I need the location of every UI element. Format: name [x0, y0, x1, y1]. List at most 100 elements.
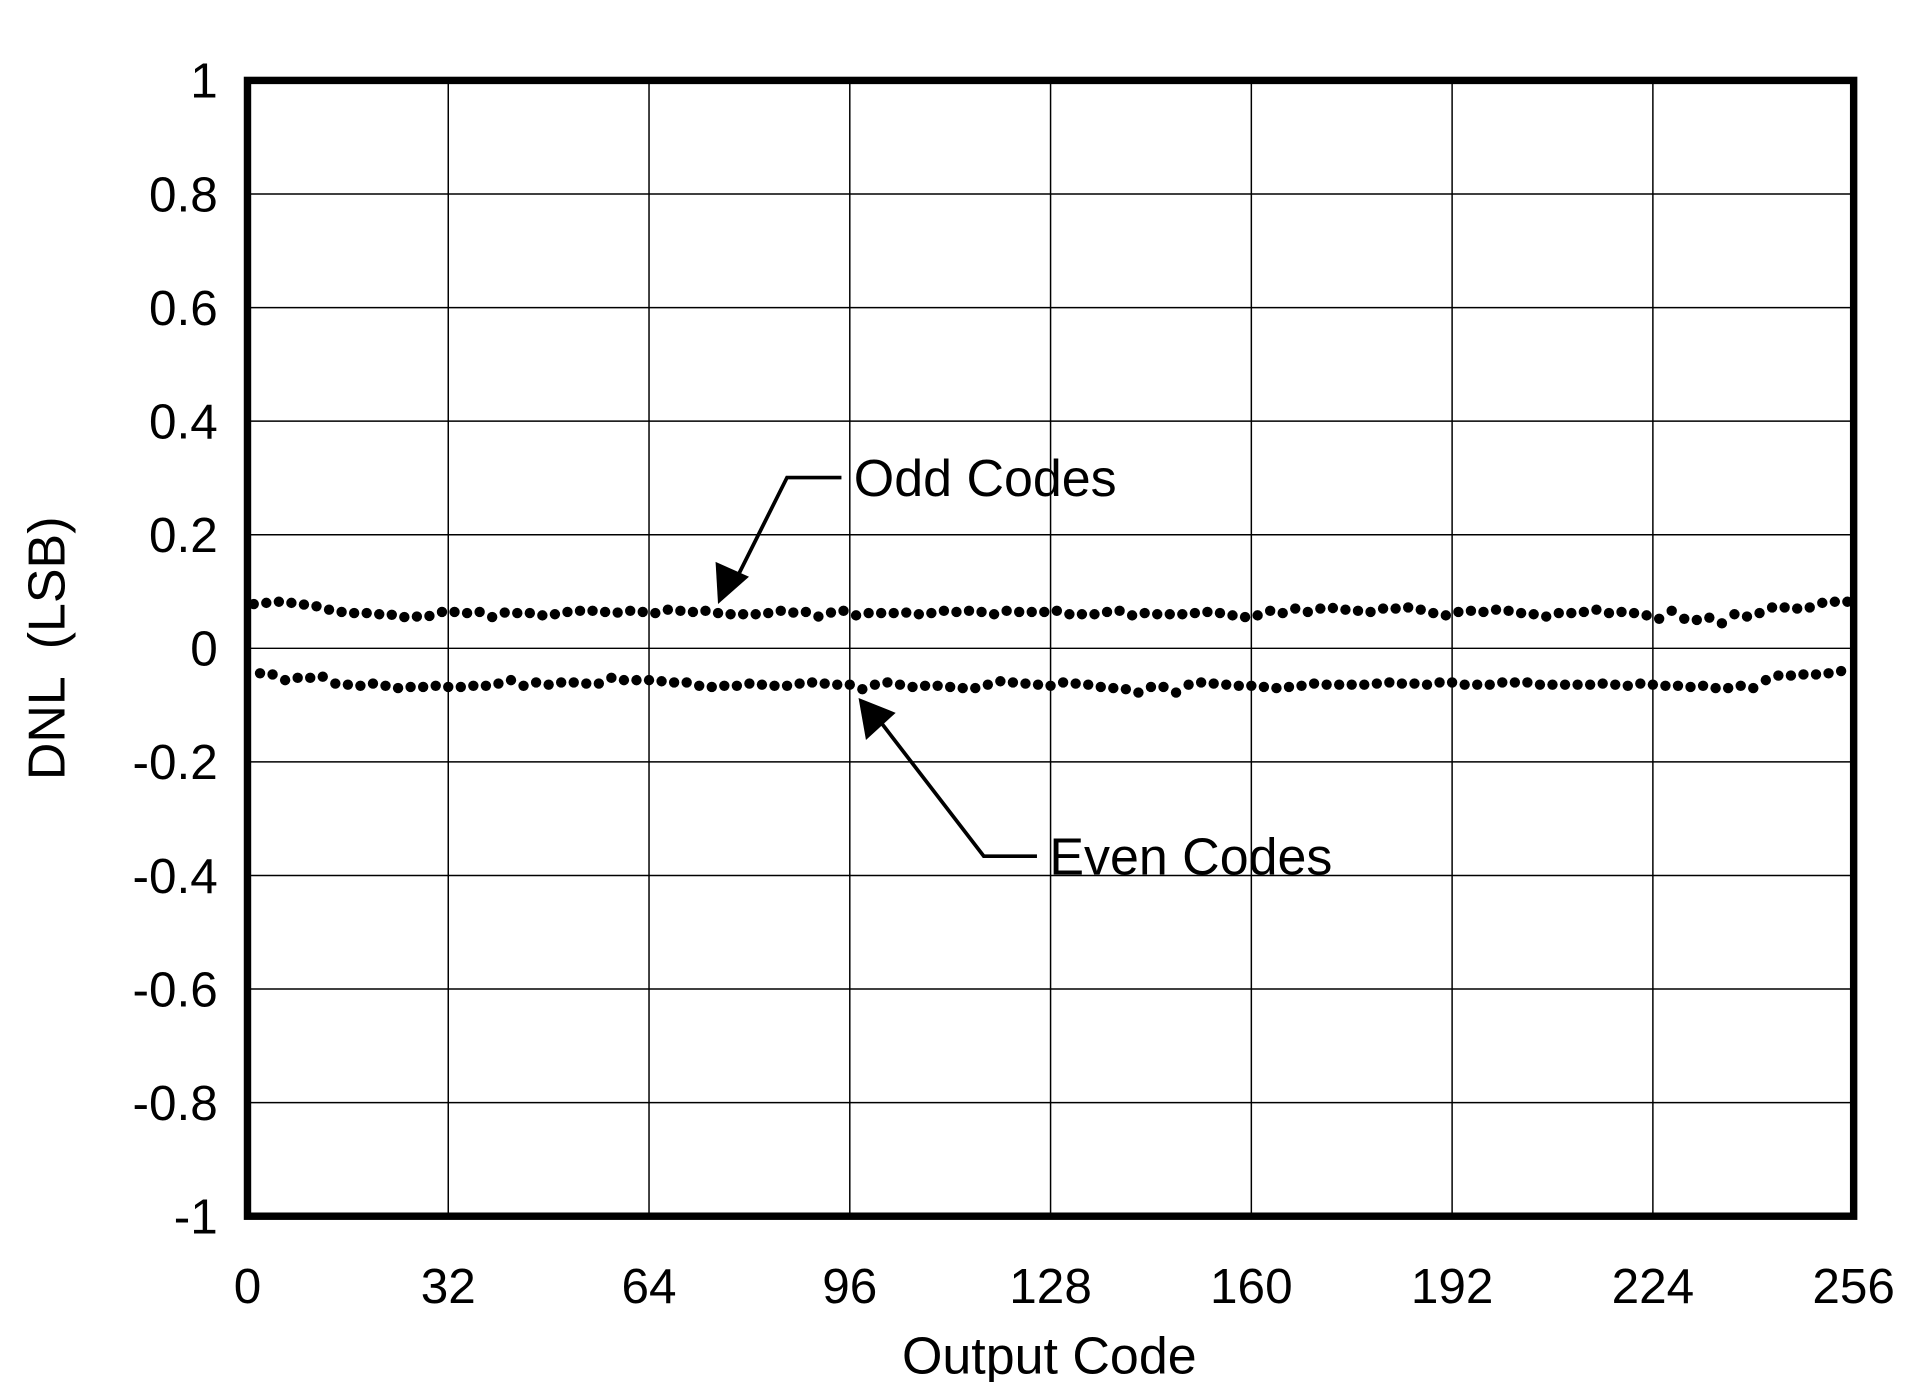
data-point [1472, 679, 1483, 690]
data-point [581, 678, 592, 689]
data-point [468, 680, 479, 691]
data-point [267, 669, 278, 680]
data-point [1139, 607, 1150, 619]
odd-codes-arrowhead-icon [715, 561, 749, 604]
data-point [1497, 677, 1508, 688]
data-point [1177, 609, 1188, 620]
data-point [643, 674, 655, 686]
data-point [1798, 669, 1809, 680]
data-point [932, 680, 943, 691]
y-tick-label: -0.6 [132, 962, 217, 1017]
data-point [1522, 677, 1533, 688]
data-point [926, 607, 937, 619]
data-point [819, 678, 830, 689]
data-point [1729, 609, 1740, 620]
data-point [1409, 678, 1420, 689]
data-point [800, 606, 812, 618]
data-point [1239, 611, 1251, 623]
data-point [907, 681, 918, 693]
data-point [1032, 679, 1044, 690]
data-point [1578, 606, 1590, 618]
data-point [524, 607, 536, 619]
data-point [593, 678, 605, 689]
data-point [1754, 607, 1765, 619]
even-codes-series [254, 665, 1847, 698]
data-point [443, 681, 454, 693]
data-point [850, 610, 862, 621]
data-point [1007, 677, 1019, 688]
y-tick-label: 0.6 [149, 281, 218, 336]
data-point [1014, 606, 1025, 618]
data-point [574, 605, 586, 617]
data-point [305, 672, 316, 684]
data-point [1020, 678, 1031, 689]
data-point [1170, 687, 1182, 698]
data-point [1817, 597, 1828, 609]
data-point [857, 684, 868, 695]
even-codes-label: Even Codes [1049, 829, 1332, 887]
data-point [405, 681, 416, 693]
data-point [1810, 669, 1822, 680]
data-point [1371, 678, 1383, 689]
data-point [832, 679, 843, 690]
x-axis-title: Output Code [902, 1327, 1197, 1382]
data-point [813, 611, 824, 622]
y-tick-label: 0 [190, 622, 218, 677]
x-tick-label: 32 [421, 1259, 476, 1314]
data-point [1672, 680, 1684, 691]
data-point [1647, 679, 1659, 690]
data-point [1396, 678, 1408, 689]
data-point [1453, 606, 1464, 618]
data-point [1145, 681, 1157, 693]
data-point [1572, 679, 1583, 690]
data-point [1603, 607, 1615, 619]
data-point [1566, 607, 1577, 619]
data-point [913, 609, 925, 620]
data-point [1610, 679, 1621, 690]
data-point [1691, 614, 1702, 626]
data-point [430, 680, 441, 691]
y-axis-tick-labels: 1 0.8 0.6 0.4 0.2 0 -0.2 -0.4 -0.6 -0.8 -1 [132, 54, 217, 1245]
data-point [1352, 605, 1364, 617]
data-point [1716, 618, 1728, 629]
data-point [342, 679, 354, 690]
data-point [838, 605, 849, 617]
data-point [794, 678, 805, 689]
data-point [1616, 606, 1627, 618]
data-point [769, 680, 780, 691]
data-point [731, 680, 743, 691]
data-point [976, 606, 987, 618]
data-point [1704, 612, 1715, 623]
data-point [650, 607, 661, 619]
data-point [436, 606, 448, 618]
data-point [1164, 609, 1175, 620]
data-point [1478, 606, 1489, 618]
data-point [1246, 680, 1257, 691]
data-point [474, 606, 485, 618]
data-point [512, 607, 523, 619]
data-point [273, 596, 285, 607]
data-point [323, 604, 335, 615]
data-point [399, 611, 410, 623]
data-point [1120, 684, 1132, 695]
y-tick-label: 1 [190, 54, 218, 109]
data-point [518, 680, 529, 691]
data-point [461, 607, 473, 619]
data-point [1333, 679, 1345, 690]
data-point [1779, 602, 1790, 613]
data-point [844, 679, 855, 690]
data-point [1296, 680, 1307, 691]
data-point [599, 606, 611, 618]
data-point [367, 678, 379, 689]
data-point [763, 607, 774, 619]
data-point [1591, 604, 1602, 615]
y-axis-title: DNL (LSB) [18, 516, 76, 780]
data-point [781, 680, 793, 691]
data-point [712, 607, 724, 619]
data-point [254, 668, 266, 679]
data-point [888, 607, 899, 619]
data-point [1484, 679, 1495, 690]
data-point [637, 606, 648, 618]
data-point [1515, 607, 1527, 619]
data-point [1114, 605, 1125, 617]
